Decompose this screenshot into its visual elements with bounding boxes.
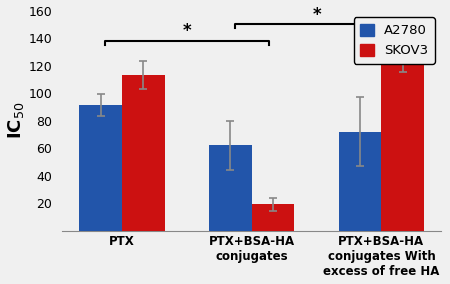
Text: *: * [183,22,191,40]
Bar [79,105,122,231]
Text: *: * [312,6,321,24]
Bar [382,49,424,231]
Bar [252,204,294,231]
Legend: A2780, SKOV3: A2780, SKOV3 [354,17,435,64]
Y-axis label: IC$_{50}$: IC$_{50}$ [5,102,26,139]
Bar [209,145,252,231]
Bar [122,75,165,231]
Bar [338,131,382,231]
